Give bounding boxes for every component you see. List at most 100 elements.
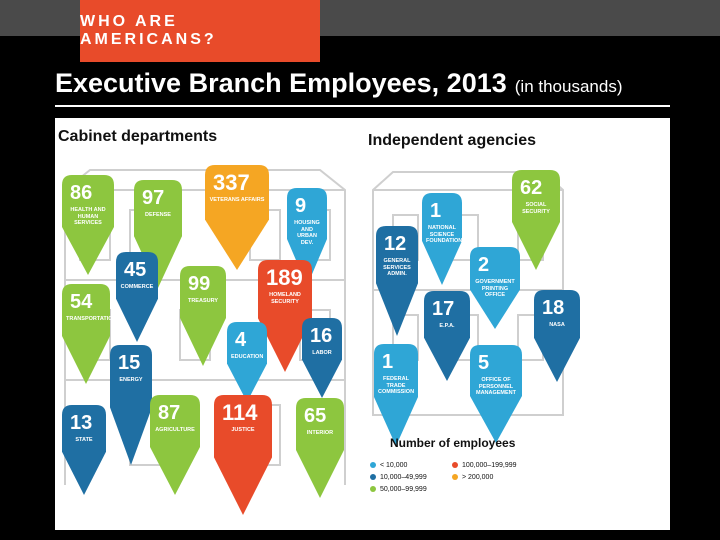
cabinet-pin-marker [205, 165, 269, 270]
cabinet-pin-shape [62, 405, 106, 495]
cabinet-value: 99 [188, 273, 211, 295]
legend-label: 10,000–49,999 [380, 474, 427, 481]
cabinet-pin: 45 COMMERCE [116, 252, 158, 342]
agency-pin-marker [470, 345, 522, 443]
agency-pin: 12 GENERAL SERVICES ADMIN. [376, 226, 418, 336]
cabinet-pin-marker [110, 345, 152, 465]
legend-swatch [370, 462, 376, 469]
agency-pin-shape [470, 247, 520, 329]
agency-pin-marker [374, 344, 418, 446]
agency-value: 12 [384, 233, 407, 255]
agency-value: 1 [382, 351, 394, 373]
cabinet-value: 86 [70, 182, 93, 204]
cabinet-pin: 114 JUSTICE [214, 395, 272, 515]
cabinet-pin: 337 VETERANS AFFAIRS [205, 165, 269, 270]
cabinet-pin-shape [150, 395, 200, 495]
agency-label: NATIONAL SCIENCE FOUNDATION [426, 225, 463, 244]
cabinet-pin-marker [180, 266, 226, 366]
cabinet-label: HEALTH AND HUMAN SERVICES [70, 207, 106, 226]
cabinet-label: AGRICULTURE [155, 427, 195, 433]
cabinet-pin-shape [116, 252, 158, 342]
page-title: Executive Branch Employees, 2013 (in thou… [55, 68, 622, 99]
cabinet-label: LABOR [312, 350, 332, 356]
agency-pin: 1 NATIONAL SCIENCE FOUNDATION [422, 193, 462, 285]
cabinet-pin-marker [150, 395, 200, 495]
cabinet-pin-shape [296, 398, 344, 498]
agency-value: 2 [478, 254, 490, 276]
cabinet-pin-shape [180, 266, 226, 366]
agency-pin-shape [424, 291, 470, 381]
cabinet-value: 114 [222, 400, 258, 425]
agency-pin: 62 SOCIAL SECURITY [512, 170, 560, 270]
cabinet-label: INTERIOR [306, 430, 334, 436]
cabinet-label: STATE [75, 437, 93, 443]
cabinet-label: DEFENSE [145, 212, 171, 218]
cabinet-value: 13 [70, 412, 93, 434]
cabinet-pin-marker [227, 322, 267, 402]
cabinet-pin-shape [110, 345, 152, 465]
cabinet-pin: 86 HEALTH AND HUMAN SERVICES [62, 175, 114, 275]
cabinet-value: 9 [295, 195, 307, 217]
cabinet-value: 54 [70, 291, 93, 313]
cabinet-label: COMMERCE [120, 284, 154, 290]
cabinet-pin-marker [214, 395, 272, 515]
cabinet-label: ENERGY [119, 377, 143, 383]
agency-value: 5 [478, 352, 490, 374]
cabinet-pin: 54 TRANSPORTATION [62, 284, 117, 384]
cabinet-value: 337 [213, 170, 250, 195]
cabinet-pin-marker [62, 175, 114, 275]
cabinet-value: 189 [266, 265, 303, 290]
cabinet-value: 15 [118, 352, 141, 374]
cabinet-pin-shape [227, 322, 267, 402]
cabinet-value: 87 [158, 402, 181, 424]
agency-label: FEDERAL TRADE COMMISSION [378, 376, 415, 395]
cabinet-pin: 87 AGRICULTURE [150, 395, 200, 495]
agency-pin-marker [376, 226, 418, 336]
cabinet-pin-marker [62, 284, 110, 384]
cabinet-value: 65 [304, 405, 327, 427]
cabinet-pin-marker [302, 318, 342, 398]
cabinet-pin: 13 STATE [62, 405, 106, 495]
cabinet-label: HOUSING AND URBAN DEV. [294, 220, 320, 246]
agencies-heading: Independent agencies [368, 132, 537, 149]
agency-pin-shape [422, 193, 462, 285]
cabinet-value: 97 [142, 187, 165, 209]
legend-item: > 200,000 [452, 474, 493, 481]
cabinet-label: JUSTICE [231, 427, 255, 433]
agency-pin-shape [512, 170, 560, 270]
agency-pin-shape [534, 290, 580, 382]
agency-label: OFFICE OF PERSONNEL MANAGEMENT [475, 377, 517, 396]
cabinet-pin-shape [302, 318, 342, 398]
legend-swatch [370, 474, 376, 481]
cabinet-pin-marker [116, 252, 158, 342]
cabinet-label: EDUCATION [231, 354, 264, 360]
cabinet-pin: 99 TREASURY [180, 266, 226, 366]
agency-pin-marker [534, 290, 580, 382]
legend-title: Number of employees [390, 436, 516, 450]
agency-value: 17 [432, 298, 455, 320]
agency-label: E.P.A. [439, 323, 455, 329]
cabinet-pin: 189 HOMELAND SECURITY [258, 260, 312, 372]
cabinet-pin-shape [62, 175, 114, 275]
agency-label: SOCIAL SECURITY [522, 202, 550, 215]
cabinet-value: 45 [124, 259, 147, 281]
cabinet-pin-shape [214, 395, 272, 515]
agency-pin: 2 GOVERNMENT PRINTING OFFICE [470, 247, 520, 329]
cabinet-pin-shape [62, 284, 110, 384]
legend-swatch [452, 462, 458, 469]
agency-pin-marker [470, 247, 520, 329]
title-rule [55, 105, 670, 107]
agency-pin-marker [424, 291, 470, 381]
agency-pin: 1 FEDERAL TRADE COMMISSION [374, 344, 418, 446]
legend-item: < 10,000 [370, 462, 407, 469]
legend-item: 100,000–199,999 [452, 462, 517, 469]
agency-label: GOVERNMENT PRINTING OFFICE [475, 279, 515, 298]
legend-label: < 10,000 [380, 462, 408, 469]
cabinet-pin: 65 INTERIOR [296, 398, 344, 498]
legend-swatch [370, 486, 376, 493]
cabinet-pin: 15 ENERGY [110, 345, 152, 465]
cabinet-label: TREASURY [187, 298, 219, 304]
cabinet-pin-marker [296, 398, 344, 498]
agency-pin-marker [422, 193, 462, 285]
cabinet-pin-shape [205, 165, 269, 270]
